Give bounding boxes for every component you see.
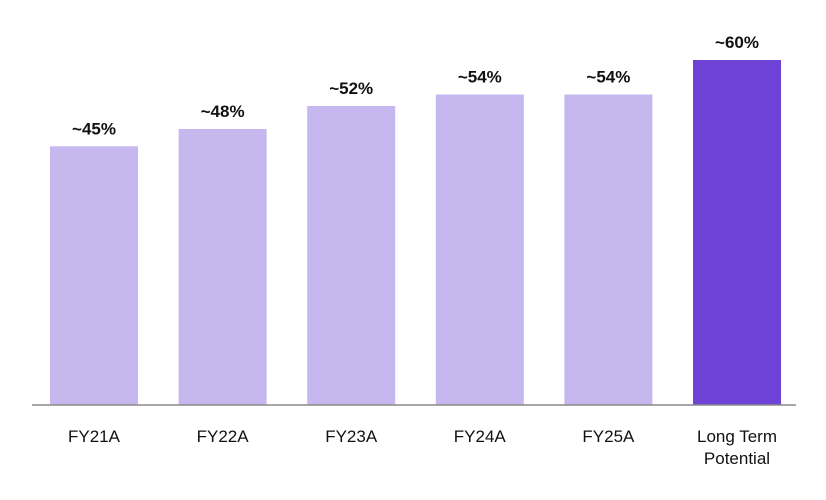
category-labels-group: FY21A FY22A FY23A FY24A FY25A Long Term Potent…	[68, 427, 777, 468]
bar-long-term-potential	[693, 60, 781, 405]
bar-fy22a	[178, 129, 267, 405]
category-label-line: FY24A	[454, 427, 507, 446]
category-label: FY21A	[68, 427, 121, 446]
bars-group	[50, 60, 781, 406]
value-label: ~60%	[715, 33, 759, 52]
value-label: ~54%	[458, 68, 502, 87]
category-label-line: FY22A	[197, 427, 250, 446]
category-label: FY25A	[582, 427, 635, 446]
value-label: ~48%	[201, 102, 245, 121]
value-label: ~45%	[72, 119, 116, 138]
value-label: ~54%	[586, 68, 630, 87]
bar-fy25a	[564, 94, 653, 405]
bar-fy24a	[435, 94, 524, 405]
category-label: FY24A	[454, 427, 507, 446]
category-label-line: Long Term	[697, 427, 777, 446]
category-label-line: FY21A	[68, 427, 121, 446]
bar-fy21a	[50, 146, 138, 406]
category-label-line: Potential	[704, 449, 770, 468]
category-label-line: FY25A	[582, 427, 635, 446]
value-labels-group: ~45% ~48% ~52% ~54% ~54% ~60%	[72, 33, 759, 138]
category-label: FY23A	[325, 427, 378, 446]
category-label-line: FY23A	[325, 427, 378, 446]
bar-fy23a	[307, 106, 396, 405]
value-label: ~52%	[329, 79, 373, 98]
category-label: Long Term Potential	[697, 427, 777, 468]
category-label: FY22A	[197, 427, 250, 446]
